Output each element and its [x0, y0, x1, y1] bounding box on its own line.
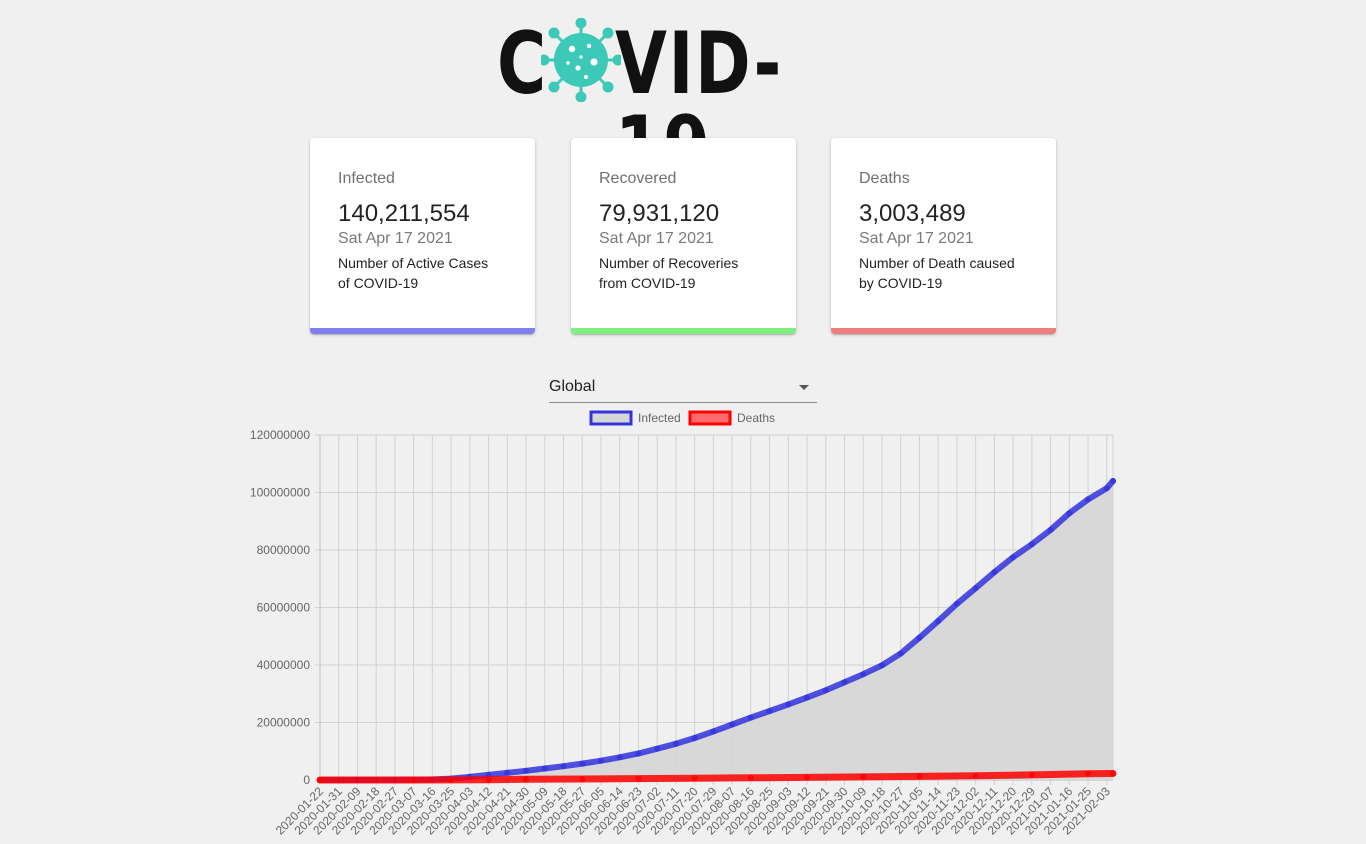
infected-data-point: [579, 760, 586, 767]
infected-data-point: [635, 750, 642, 757]
card-description: Number of Recoveries from COVID-19: [599, 255, 739, 291]
infected-data-point: [598, 757, 604, 764]
deaths-data-point: [1110, 770, 1116, 777]
infected-area: [320, 481, 1113, 780]
infected-card: Infected 140,211,554 Sat Apr 17 2021 Num…: [310, 138, 535, 334]
infected-data-point: [691, 735, 698, 741]
infected-data-point: [523, 767, 530, 774]
infected-data-point: [916, 634, 923, 641]
legend-swatch: [589, 410, 633, 426]
country-select[interactable]: Global: [549, 374, 817, 403]
card-value: 3,003,489: [859, 200, 966, 227]
card-accent-bar: [831, 328, 1056, 334]
infected-data-point: [541, 765, 548, 772]
card-accent-bar: [571, 328, 796, 334]
deaths-data-point: [579, 776, 586, 782]
deaths-data-point: [1085, 770, 1091, 777]
y-tick-label: 40000000: [257, 658, 311, 672]
deaths-data-point: [635, 775, 642, 782]
deaths-data-point: [860, 773, 867, 780]
infected-data-point: [729, 721, 736, 728]
deaths-data-point: [523, 776, 530, 783]
y-tick-label: 60000000: [257, 601, 311, 615]
infected-data-point: [822, 687, 829, 694]
infected-data-point: [841, 679, 848, 686]
infected-data-point: [560, 763, 567, 770]
infected-data-point: [504, 769, 511, 776]
infected-data-point: [747, 714, 754, 721]
deaths-data-point: [1028, 771, 1035, 778]
infected-data-point: [879, 662, 885, 669]
legend-swatch: [688, 410, 732, 426]
infected-data-point: [785, 701, 792, 708]
deaths-card: Deaths 3,003,489 Sat Apr 17 2021 Number …: [831, 138, 1056, 334]
card-date: Sat Apr 17 2021: [599, 230, 714, 247]
card-title: Infected: [338, 170, 395, 187]
infected-data-point: [1085, 496, 1091, 503]
y-tick-label: 100000000: [250, 486, 310, 500]
infected-data-point: [766, 708, 773, 714]
deaths-data-point: [804, 774, 810, 781]
card-description: Number of Death caused by COVID-19: [859, 255, 1015, 291]
deaths-data-point: [916, 773, 923, 780]
infected-data-point: [1110, 478, 1116, 484]
y-tick-label: 120000000: [250, 428, 310, 442]
infected-data-point: [1010, 554, 1017, 561]
infected-data-point: [1066, 510, 1073, 517]
chevron-down-icon[interactable]: [799, 385, 809, 390]
infected-data-point: [953, 600, 960, 607]
infected-data-point: [935, 618, 942, 624]
deaths-series-line: [316, 770, 1117, 784]
infected-data-point: [897, 650, 904, 657]
card-value: 140,211,554: [338, 200, 470, 227]
infected-data-point: [1047, 526, 1054, 533]
recovered-card: Recovered 79,931,120 Sat Apr 17 2021 Num…: [571, 138, 796, 334]
deaths-data-point: [691, 775, 698, 782]
deaths-data-point: [747, 774, 754, 781]
infected-data-point: [616, 754, 623, 761]
y-tick-label: 0: [303, 773, 310, 787]
infected-data-point: [1028, 541, 1035, 548]
card-date: Sat Apr 17 2021: [338, 230, 453, 247]
infected-data-point: [804, 694, 810, 701]
infected-data-point: [672, 740, 679, 747]
infected-data-point: [860, 671, 867, 678]
infected-data-point: [972, 585, 979, 592]
deaths-data-point: [972, 772, 979, 779]
legend-label: Deaths: [737, 411, 775, 425]
country-select-value: Global: [549, 378, 596, 395]
infected-data-point: [710, 728, 717, 735]
y-tick-label: 20000000: [257, 716, 311, 730]
virus-icon: [541, 18, 621, 102]
deaths-data-point: [485, 776, 492, 783]
card-date: Sat Apr 17 2021: [859, 230, 974, 247]
infected-data-point: [654, 745, 661, 752]
card-accent-bar: [310, 328, 535, 334]
infected-data-point: [991, 569, 998, 576]
card-title: Deaths: [859, 170, 910, 187]
card-title: Recovered: [599, 170, 677, 187]
y-tick-label: 80000000: [257, 543, 311, 557]
deaths-data-point: [410, 777, 417, 783]
deaths-data-point: [448, 776, 455, 783]
card-description: Number of Active Cases of COVID-19: [338, 255, 489, 291]
legend-label: Infected: [638, 411, 681, 425]
card-value: 79,931,120: [599, 200, 720, 227]
deaths-data-point: [317, 777, 323, 783]
logo-letter-c: C: [497, 14, 548, 114]
infected-data-point: [1103, 485, 1110, 492]
